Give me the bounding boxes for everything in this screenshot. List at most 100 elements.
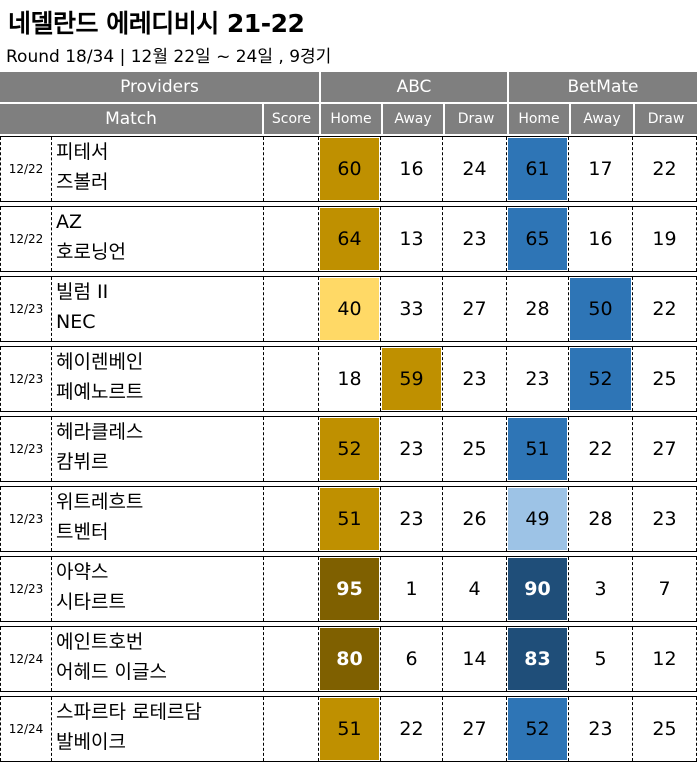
home-team: 헤라클레스 — [56, 421, 144, 443]
abc-home-prob: 95 — [319, 557, 381, 621]
prob-value: 16 — [399, 158, 424, 180]
abc-draw-prob: 23 — [443, 347, 507, 411]
match-date: 12/24 — [0, 627, 52, 691]
prob-value: 25 — [462, 438, 487, 460]
betmate-home-prob: 23 — [507, 347, 569, 411]
prob-value: 22 — [652, 158, 677, 180]
abc-home-prob: 51 — [319, 487, 381, 551]
abc-away-prob: 1 — [381, 557, 443, 621]
prob-value: 23 — [399, 508, 424, 530]
home-team: 위트레흐트 — [56, 491, 144, 513]
prob-value: 61 — [508, 138, 567, 200]
abc-draw-prob: 27 — [443, 697, 507, 761]
abc-draw-prob: 14 — [443, 627, 507, 691]
match-date: 12/24 — [0, 697, 52, 761]
match-score — [264, 487, 319, 551]
match-teams: 스파르타 로테르담 발베이크 — [52, 697, 264, 761]
abc-draw-header: Draw — [445, 104, 507, 134]
betmate-home-prob: 90 — [507, 557, 569, 621]
prob-value: 7 — [658, 578, 671, 600]
prob-value: 22 — [399, 718, 424, 740]
match-date: 12/23 — [0, 487, 52, 551]
home-team: 헤이렌베인 — [56, 351, 144, 373]
prob-value: 18 — [337, 368, 362, 390]
prob-value: 83 — [508, 628, 567, 690]
prob-value: 52 — [320, 418, 379, 480]
match-date: 12/23 — [0, 557, 52, 621]
table-row: 12/22 AZ 호로닝언 64 13 23 65 16 19 — [0, 206, 697, 272]
table-row: 12/23 아약스 시타르트 95 1 4 90 3 7 — [0, 556, 697, 622]
home-team: 빌럼 II — [56, 281, 109, 303]
home-team: 피테서 — [56, 141, 109, 163]
away-team: 즈볼러 — [56, 171, 109, 193]
prob-value: 14 — [462, 648, 487, 670]
table-row: 12/23 위트레흐트 트벤터 51 23 26 49 28 23 — [0, 486, 697, 552]
abc-draw-prob: 25 — [443, 417, 507, 481]
table-row: 12/24 에인트호번 어헤드 이글스 80 6 14 83 5 12 — [0, 626, 697, 692]
prob-value: 6 — [405, 648, 418, 670]
away-team: NEC — [56, 311, 96, 333]
prob-value: 23 — [462, 228, 487, 250]
betmate-away-prob: 22 — [569, 417, 633, 481]
abc-draw-prob: 4 — [443, 557, 507, 621]
betmate-home-prob: 28 — [507, 277, 569, 341]
betmate-home-prob: 49 — [507, 487, 569, 551]
match-date: 12/23 — [0, 417, 52, 481]
abc-away-prob: 23 — [381, 417, 443, 481]
match-score — [264, 697, 319, 761]
prob-value: 13 — [399, 228, 424, 250]
abc-home-header: Home — [321, 104, 381, 134]
match-score — [264, 277, 319, 341]
abc-home-prob: 80 — [319, 627, 381, 691]
abc-home-prob: 18 — [319, 347, 381, 411]
betmate-draw-prob: 22 — [633, 277, 697, 341]
abc-home-prob: 64 — [319, 207, 381, 271]
away-team: 호로닝언 — [56, 241, 126, 263]
abc-draw-prob: 23 — [443, 207, 507, 271]
abc-home-prob: 51 — [319, 697, 381, 761]
away-team: 트벤터 — [56, 521, 109, 543]
away-team: 시타르트 — [56, 591, 126, 613]
table-row: 12/23 헤이렌베인 페예노르트 18 59 23 23 52 25 — [0, 346, 697, 412]
abc-away-prob: 13 — [381, 207, 443, 271]
betmate-away-prob: 5 — [569, 627, 633, 691]
away-team: 어헤드 이글스 — [56, 661, 167, 683]
betmate-draw-prob: 23 — [633, 487, 697, 551]
score-header: Score — [264, 104, 319, 134]
prob-value: 1 — [405, 578, 418, 600]
prob-value: 28 — [525, 298, 550, 320]
abc-home-prob: 40 — [319, 277, 381, 341]
away-team: 캄뷔르 — [56, 451, 109, 473]
abc-away-prob: 59 — [381, 347, 443, 411]
prob-value: 23 — [399, 438, 424, 460]
betmate-away-prob: 16 — [569, 207, 633, 271]
prob-value: 65 — [508, 208, 567, 270]
match-teams: 아약스 시타르트 — [52, 557, 264, 621]
prob-value: 80 — [320, 628, 379, 690]
prob-value: 52 — [508, 698, 567, 760]
prob-value: 51 — [320, 488, 379, 550]
prob-value: 25 — [652, 368, 677, 390]
betmate-home-prob: 83 — [507, 627, 569, 691]
prob-value: 49 — [508, 488, 567, 550]
match-date: 12/23 — [0, 347, 52, 411]
abc-away-prob: 23 — [381, 487, 443, 551]
prob-value: 90 — [508, 558, 567, 620]
prob-value: 23 — [462, 368, 487, 390]
prob-value: 27 — [462, 718, 487, 740]
abc-header: ABC — [321, 72, 507, 102]
match-teams: AZ 호로닝언 — [52, 207, 264, 271]
betmate-draw-header: Draw — [635, 104, 697, 134]
prob-value: 4 — [468, 578, 481, 600]
prob-value: 22 — [588, 438, 613, 460]
prob-value: 95 — [320, 558, 379, 620]
prob-value: 5 — [594, 648, 607, 670]
betmate-home-prob: 51 — [507, 417, 569, 481]
prob-value: 28 — [588, 508, 613, 530]
prob-value: 40 — [320, 278, 379, 340]
abc-away-prob: 6 — [381, 627, 443, 691]
prob-value: 24 — [462, 158, 487, 180]
abc-away-prob: 16 — [381, 137, 443, 201]
betmate-away-prob: 52 — [569, 347, 633, 411]
